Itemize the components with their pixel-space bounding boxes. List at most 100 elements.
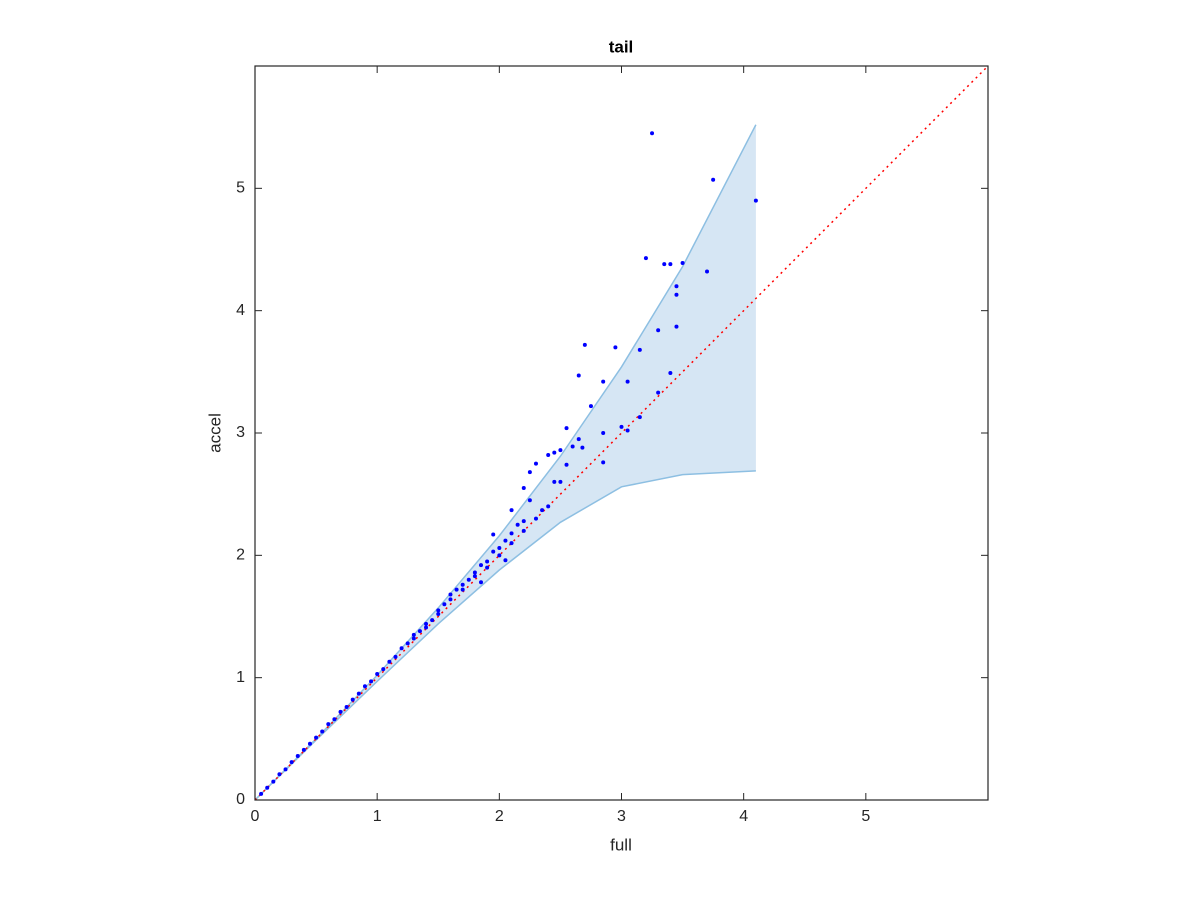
point <box>625 379 630 384</box>
point <box>491 532 496 537</box>
point <box>558 479 563 484</box>
reference-line <box>254 65 989 801</box>
point <box>625 428 630 433</box>
point <box>711 177 716 182</box>
point <box>503 538 508 543</box>
point <box>527 470 532 475</box>
point <box>509 531 514 536</box>
point <box>546 504 551 509</box>
y-axis-label: accel <box>205 413 224 453</box>
point <box>485 565 490 570</box>
point <box>521 486 526 491</box>
point <box>472 574 477 579</box>
point <box>674 324 679 329</box>
point <box>509 508 514 513</box>
point <box>436 608 441 613</box>
point <box>338 709 343 714</box>
y-tick-label: 2 <box>236 547 245 564</box>
x-tick-label: 4 <box>739 808 748 825</box>
point <box>637 347 642 352</box>
point <box>582 342 587 347</box>
point <box>436 612 441 617</box>
point <box>705 269 710 274</box>
point <box>430 618 435 623</box>
point <box>295 753 300 758</box>
point <box>466 577 471 582</box>
point <box>442 602 447 607</box>
point <box>424 625 429 630</box>
point <box>674 292 679 297</box>
point <box>558 448 563 453</box>
point <box>601 379 606 384</box>
point <box>472 570 477 575</box>
point <box>283 767 288 772</box>
point <box>656 390 661 395</box>
point <box>411 632 416 637</box>
point <box>601 431 606 435</box>
point <box>479 563 484 568</box>
band-lower <box>254 470 756 801</box>
point <box>613 345 618 350</box>
point <box>307 741 312 746</box>
point <box>619 424 624 429</box>
point <box>491 549 496 554</box>
point <box>656 328 661 333</box>
point <box>381 667 386 672</box>
point <box>564 426 569 431</box>
point <box>637 415 642 420</box>
point <box>552 450 557 455</box>
point <box>356 691 361 696</box>
point <box>259 791 264 796</box>
point <box>393 654 398 659</box>
point <box>668 262 673 267</box>
point <box>521 528 526 533</box>
point <box>570 444 575 449</box>
x-axis-label: full <box>610 835 632 854</box>
point <box>479 580 484 585</box>
y-tick-label: 5 <box>236 180 245 197</box>
point <box>369 679 374 684</box>
point <box>680 260 685 265</box>
point <box>460 587 465 592</box>
point <box>387 659 392 664</box>
point <box>515 522 520 527</box>
point <box>417 629 422 634</box>
x-tick-label: 2 <box>495 808 504 825</box>
point <box>460 582 465 587</box>
chart-title: tail <box>609 37 634 56</box>
x-tick-label: 0 <box>251 808 260 825</box>
point <box>497 545 502 550</box>
x-tick-label: 3 <box>617 808 626 825</box>
point <box>668 371 673 376</box>
point <box>650 131 655 136</box>
point <box>344 705 349 710</box>
point <box>546 453 551 458</box>
point <box>540 508 545 513</box>
point <box>314 735 319 740</box>
point <box>533 516 538 521</box>
point <box>277 772 282 777</box>
point <box>643 256 648 261</box>
x-tick-label: 5 <box>861 808 870 825</box>
point <box>527 498 532 503</box>
y-tick-label: 1 <box>236 669 245 686</box>
point <box>424 621 429 626</box>
point <box>485 559 490 564</box>
point <box>448 597 453 602</box>
point <box>350 697 355 702</box>
y-tick-label: 4 <box>236 302 245 319</box>
point <box>362 684 367 689</box>
point <box>320 729 325 734</box>
point <box>662 262 667 267</box>
point <box>326 722 331 727</box>
point <box>405 641 410 646</box>
point <box>375 671 380 676</box>
point <box>497 553 502 558</box>
point <box>503 558 508 563</box>
point <box>588 404 593 409</box>
point <box>576 373 581 378</box>
point <box>580 445 585 450</box>
point <box>674 284 679 289</box>
point <box>552 479 557 484</box>
